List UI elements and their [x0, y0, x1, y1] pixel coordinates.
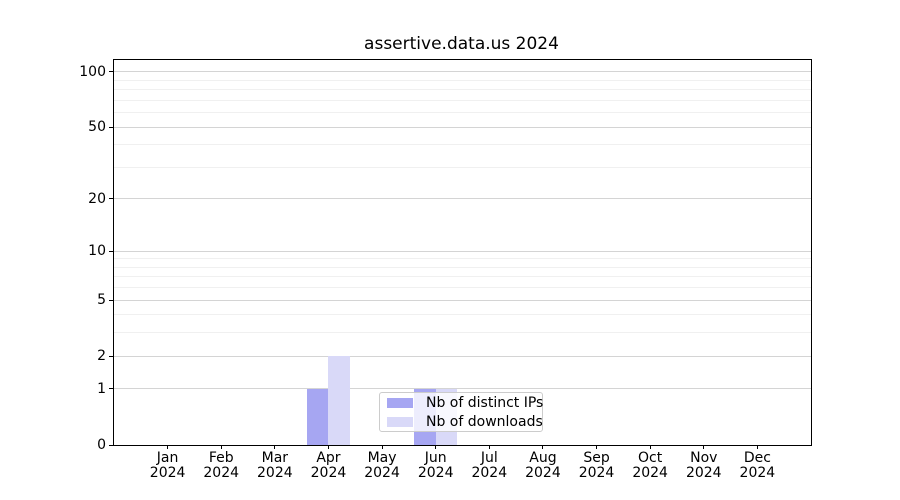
gridline-minor	[114, 266, 811, 268]
legend-item-downloads: Nb of downloads	[380, 412, 543, 431]
x-tick-label: Jul 2024	[471, 450, 508, 481]
x-tick-label: Apr 2024	[310, 450, 347, 481]
gridline-major	[114, 299, 811, 301]
legend-label-downloads: Nb of downloads	[426, 413, 543, 430]
x-tick-label: Feb 2024	[203, 450, 240, 481]
x-tick-label: Jan 2024	[149, 450, 186, 481]
y-tick-mark	[109, 198, 113, 200]
y-tick-mark	[109, 126, 113, 128]
x-tick-mark	[649, 445, 651, 449]
y-tick-mark	[109, 355, 113, 357]
x-tick-label: Nov 2024	[685, 450, 722, 481]
x-tick-label: Aug 2024	[525, 450, 561, 481]
y-tick-label: 2	[97, 348, 106, 365]
gridline-minor	[114, 144, 811, 146]
gridline-major	[114, 71, 811, 73]
x-tick-mark	[756, 445, 758, 449]
x-tick-mark	[435, 445, 437, 449]
y-tick-mark	[109, 388, 113, 390]
legend-item-distinct-ips: Nb of distinct IPs	[380, 393, 544, 412]
gridline-major	[114, 198, 811, 200]
y-tick-label: 1	[97, 380, 106, 397]
gridline-minor	[114, 99, 811, 101]
x-tick-mark	[220, 445, 222, 449]
gridline-minor	[114, 79, 811, 81]
legend: Nb of distinct IPs Nb of downloads	[379, 392, 543, 432]
legend-swatch-downloads	[387, 416, 413, 427]
legend-label-distinct-ips: Nb of distinct IPs	[426, 394, 544, 411]
x-tick-mark	[703, 445, 705, 449]
y-tick-mark	[109, 299, 113, 301]
x-tick-label: Sep 2024	[578, 450, 615, 481]
x-tick-label: Dec 2024	[739, 450, 776, 481]
x-tick-mark	[274, 445, 276, 449]
gridline-minor	[114, 112, 811, 114]
gridline-minor	[114, 89, 811, 91]
y-tick-label: 100	[79, 63, 106, 80]
gridline-minor	[114, 276, 811, 278]
y-tick-label: 20	[88, 190, 106, 207]
x-tick-mark	[327, 445, 329, 449]
gridline-major	[114, 388, 811, 390]
x-tick-mark	[542, 445, 544, 449]
y-tick-label: 10	[88, 243, 106, 260]
x-tick-label: Jun 2024	[417, 450, 454, 481]
y-tick-mark	[109, 71, 113, 73]
gridline-minor	[114, 314, 811, 316]
y-tick-mark	[109, 250, 113, 252]
gridline-major	[114, 250, 811, 252]
gridline-minor	[114, 287, 811, 289]
y-tick-label: 5	[97, 292, 106, 309]
bar-nb-of-distinct-ips-apr	[307, 388, 329, 445]
gridline-minor	[114, 258, 811, 260]
gridline-major	[114, 126, 811, 128]
bar-nb-of-downloads-apr	[328, 356, 350, 445]
gridline-minor	[114, 332, 811, 334]
y-tick-mark	[109, 444, 113, 446]
y-tick-label: 0	[97, 437, 106, 453]
legend-swatch-distinct-ips	[387, 397, 413, 408]
x-tick-mark	[381, 445, 383, 449]
gridline-minor	[114, 166, 811, 168]
gridline-major	[114, 355, 811, 357]
x-tick-label: Mar 2024	[257, 450, 293, 481]
x-tick-mark	[488, 445, 490, 449]
x-tick-mark	[167, 445, 169, 449]
x-tick-label: Oct 2024	[632, 450, 668, 481]
y-tick-label: 50	[88, 119, 106, 136]
x-tick-mark	[596, 445, 598, 449]
plot-area: Nb of distinct IPs Nb of downloads 0 1 2 5 1…	[79, 59, 812, 481]
chart-title: assertive.data.us 2024	[364, 34, 559, 54]
x-tick-label: May 2024	[364, 450, 400, 481]
